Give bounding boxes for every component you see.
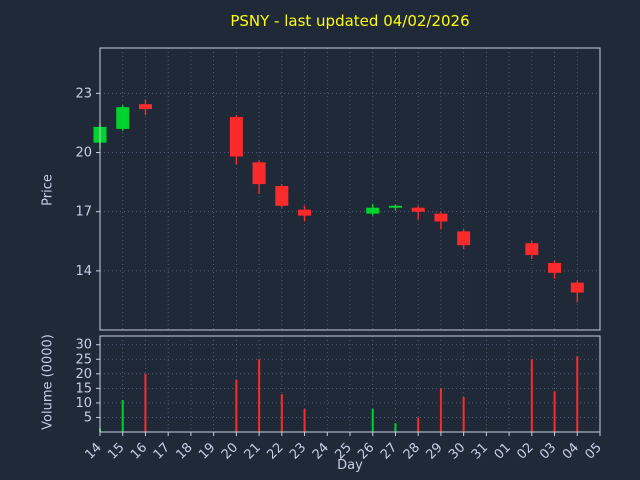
volume-tick-label: 5: [84, 410, 92, 425]
candle-body: [229, 117, 243, 157]
day-tick-label: 20: [219, 440, 241, 462]
day-tick-label: 15: [105, 440, 127, 462]
candle-body: [548, 262, 562, 273]
day-axis-label: Day: [337, 458, 363, 473]
volume-tick-label: 30: [75, 338, 92, 353]
day-tick-label: 02: [514, 440, 536, 462]
day-tick-label: 25: [333, 440, 355, 462]
day-tick-label: 24: [310, 440, 332, 462]
volume-tick-label: 20: [75, 367, 92, 382]
day-tick-label: 18: [173, 440, 195, 462]
price-tick-label: 23: [75, 86, 92, 101]
candle-body: [275, 186, 289, 206]
day-tick-label: 30: [446, 440, 468, 462]
day-tick-label: 16: [128, 440, 150, 462]
day-tick-label: 03: [537, 440, 559, 462]
candle-body: [570, 282, 584, 293]
day-tick-label: 04: [560, 440, 582, 462]
day-tick-label: 29: [423, 440, 445, 462]
candle-body: [298, 209, 312, 216]
volume-plot-frame: [99, 335, 601, 433]
day-tick-label: 31: [469, 440, 491, 462]
volume-tick-label: 25: [75, 352, 92, 367]
candle-body: [411, 207, 425, 212]
day-tick-label: 27: [378, 440, 400, 462]
candle-body: [434, 213, 448, 222]
day-tick-label: 26: [355, 440, 377, 462]
day-tick-label: 22: [264, 440, 286, 462]
volume-tick-label: 15: [75, 381, 92, 396]
chart-title: PSNY - last updated 04/02/2026: [230, 12, 470, 30]
day-tick-label: 19: [196, 440, 218, 462]
day-tick-label: 21: [242, 440, 264, 462]
candle-body: [252, 162, 266, 185]
day-tick-label: 17: [151, 440, 173, 462]
price-tick-label: 14: [75, 264, 92, 279]
day-tick-label: 28: [401, 440, 423, 462]
candle-body: [116, 107, 130, 129]
candle-body: [138, 104, 152, 110]
candle-body: [388, 205, 402, 208]
day-tick-label: 14: [83, 440, 105, 462]
volume-tick-label: 10: [75, 396, 92, 411]
candle-body: [366, 207, 380, 214]
day-tick-label: 23: [287, 440, 309, 462]
price-plot-frame: [99, 47, 601, 331]
day-tick-label: 01: [492, 440, 514, 462]
price-tick-label: 20: [75, 146, 92, 161]
candle-body: [525, 243, 539, 256]
candle-body: [457, 231, 471, 246]
day-tick-label: 05: [583, 440, 605, 462]
price-tick-label: 17: [75, 205, 92, 220]
